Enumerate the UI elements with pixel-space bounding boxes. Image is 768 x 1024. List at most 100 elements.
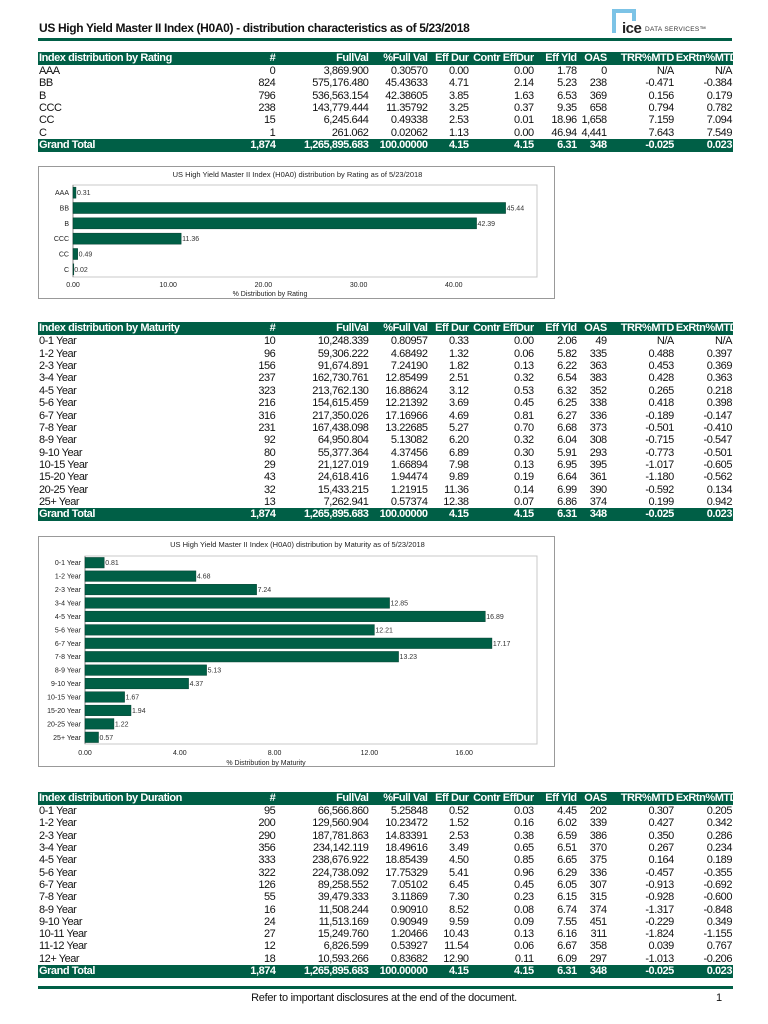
column-header-exrtn-mtd: ExRtn%MTD (674, 52, 738, 65)
cell-eff-yld: 6.09 (557, 952, 577, 965)
cell-contr-eff-dur: 0.13 (514, 359, 534, 372)
cell-exrtn-mtd: N/A (715, 335, 732, 348)
grand-total-row: Grand Total 1,874 1,265,895.683 100.00000 4.… (38, 508, 733, 522)
cell-count: 16 (263, 903, 276, 916)
cell-exrtn-mtd: -0.848 (703, 903, 733, 916)
cell-eff-yld: 6.65 (557, 854, 577, 867)
cell-contr-eff-dur: 0.07 (514, 496, 534, 509)
table-row: 6-7 Year 316 217,350.026 17.16966 4.69 0.81 6.… (38, 409, 733, 422)
ice-data-services-logo: ice DATA SERVICES™ (612, 9, 737, 37)
row-label: 0-1 Year (39, 805, 77, 818)
cell-contr-eff-dur: 0.81 (514, 409, 534, 422)
cell-trr-mtd: -1.317 (645, 903, 674, 916)
cell-oas: 352 (589, 384, 607, 397)
cell-pct-full-val: 5.13082 (390, 434, 428, 447)
cell-pct-full-val: 17.75329 (385, 866, 428, 879)
cell-eff-yld: 6.29 (557, 866, 577, 879)
cell-eff-yld: 6.16 (557, 928, 577, 941)
table-row: C 1 261.062 0.02062 1.13 0.00 46.94 4,441 7.643 7… (38, 126, 733, 139)
cell-exrtn-mtd: 0.342 (706, 817, 733, 830)
cell-oas: 307 (589, 878, 607, 891)
category-label: BB (60, 206, 70, 213)
column-header-trr-mtd: TRR%MTD (607, 322, 675, 335)
cell-full-val: 234,142.119 (313, 842, 369, 855)
category-label: 1-2 Year (55, 574, 82, 581)
data-label: 12.21 (375, 627, 393, 634)
total-eff-yld: 6.31 (534, 508, 578, 522)
cell-pct-full-val: 1.20466 (390, 928, 428, 941)
cell-eff-dur: 1.82 (448, 359, 469, 372)
row-label: 1-2 Year (39, 347, 77, 360)
table-row: 3-4 Year 356 234,142.119 18.49616 3.49 0.65 6.… (38, 842, 733, 854)
data-label: 0.49 (79, 252, 93, 259)
cell-contr-eff-dur: 0.09 (514, 915, 534, 928)
row-label: 11-12 Year (39, 940, 87, 953)
cell-exrtn-mtd: -0.501 (703, 446, 733, 459)
table-row: 0-1 Year 95 66,566.860 5.25848 0.52 0.03 4.45 2… (38, 805, 733, 817)
cell-contr-eff-dur: 2.14 (514, 77, 534, 90)
table-row: 9-10 Year 80 55,377.364 4.37456 6.89 0.30 5.91… (38, 447, 733, 459)
cell-eff-yld: 4.45 (557, 805, 577, 818)
table-row: 7-8 Year 231 167,438.098 13.22685 5.27 0.70 6.… (38, 422, 733, 434)
row-label: 10-11 Year (39, 928, 87, 941)
column-header-oas: OAS (577, 792, 608, 805)
cell-full-val: 21,127.019 (317, 459, 369, 472)
column-header-trr-mtd: TRR%MTD (607, 792, 675, 805)
cell-eff-yld: 6.59 (557, 829, 577, 842)
table-row: 5-6 Year 322 224,738.092 17.75329 5.41 0.96 6.… (38, 866, 733, 879)
cell-count: 55 (263, 891, 276, 904)
cell-full-val: 10,593.266 (317, 952, 369, 965)
cell-full-val: 59,306.222 (317, 347, 369, 360)
total-eff-yld: 6.31 (534, 964, 578, 978)
cell-exrtn-mtd: -0.410 (703, 421, 733, 434)
cell-eff-yld: 6.53 (557, 89, 577, 102)
x-tick-label: 40.00 (445, 282, 463, 289)
cell-pct-full-val: 1.94474 (390, 471, 428, 484)
cell-eff-dur: 6.89 (448, 446, 469, 459)
cell-full-val: 66,566.860 (317, 805, 369, 818)
total-oas: 348 (577, 138, 608, 152)
cell-full-val: 6,826.599 (323, 940, 369, 953)
bar (84, 624, 375, 636)
table-row: BB 824 575,176.480 45.43633 4.71 2.14 5.23 238 -… (38, 77, 733, 89)
cell-eff-dur: 4.50 (448, 854, 469, 867)
data-label: 0.02 (74, 267, 88, 274)
cell-trr-mtd: 0.794 (648, 102, 675, 115)
row-label: C (39, 126, 47, 139)
cell-oas: 315 (589, 891, 607, 904)
cell-exrtn-mtd: 0.134 (706, 483, 733, 496)
cell-eff-dur: 12.38 (443, 496, 469, 509)
row-label: 3-4 Year (39, 372, 77, 385)
cell-oas: 338 (589, 397, 607, 410)
cell-pct-full-val: 12.21392 (385, 397, 428, 410)
cell-pct-full-val: 7.24190 (390, 359, 428, 372)
cell-full-val: 11,513.169 (318, 915, 369, 928)
table-row: 0-1 Year 10 10,248.339 0.80957 0.33 0.00 2.06 4… (38, 335, 733, 347)
cell-contr-eff-dur: 0.00 (514, 65, 534, 78)
cell-eff-dur: 7.30 (448, 891, 469, 904)
row-label: 8-9 Year (39, 903, 77, 916)
data-label: 1.22 (115, 721, 129, 728)
total-count: 1,874 (249, 964, 277, 978)
cell-eff-dur: 12.90 (443, 952, 469, 965)
cell-oas: 335 (589, 347, 607, 360)
table-row: 6-7 Year 126 89,258.552 7.05102 6.45 0.45 6.05… (38, 879, 733, 891)
cell-contr-eff-dur: 0.30 (514, 446, 534, 459)
category-label: 15-20 Year (47, 708, 82, 715)
cell-eff-yld: 6.51 (557, 842, 577, 855)
cell-pct-full-val: 0.49338 (390, 114, 428, 127)
cell-pct-full-val: 5.25848 (390, 805, 428, 818)
cell-pct-full-val: 17.16966 (385, 409, 428, 422)
cell-exrtn-mtd: -0.692 (703, 878, 733, 891)
column-header-count: # (249, 322, 277, 335)
cell-full-val: 167,438.098 (312, 421, 369, 434)
table-row: 4-5 Year 333 238,676.922 18.85439 4.50 0.85 6.… (38, 854, 733, 866)
cell-eff-yld: 6.22 (557, 359, 577, 372)
row-label: 4-5 Year (39, 384, 77, 397)
cell-contr-eff-dur: 0.14 (514, 483, 534, 496)
cell-trr-mtd: -1.017 (645, 459, 674, 472)
cell-full-val: 129,560.904 (312, 817, 369, 830)
row-label: CC (39, 114, 54, 127)
cell-contr-eff-dur: 0.65 (514, 842, 534, 855)
bar (72, 232, 182, 245)
